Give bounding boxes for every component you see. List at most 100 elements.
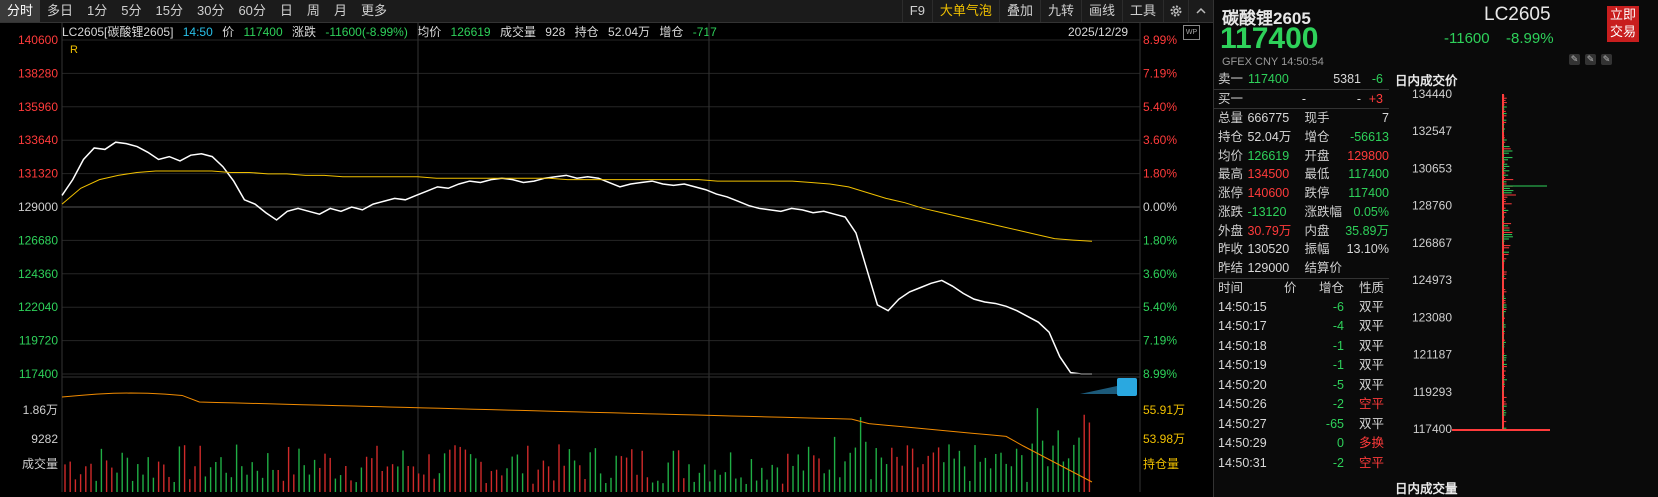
stat-key: 振幅 bbox=[1304, 242, 1330, 257]
stat-key: 增仓 bbox=[1304, 130, 1330, 145]
tick-oi-change: -4 bbox=[1332, 319, 1344, 334]
bubble-tail-icon bbox=[1080, 386, 1117, 394]
pct-tick-label: 3.60% bbox=[1143, 267, 1177, 281]
tick-header-price: 价 bbox=[1284, 280, 1297, 295]
tick-time: 14:50:19 bbox=[1218, 358, 1267, 373]
tick-header-time: 时间 bbox=[1218, 280, 1244, 295]
stat-key: 涨停 bbox=[1218, 186, 1244, 201]
tick-row: 14:50:26 -2 空平 bbox=[1214, 395, 1389, 415]
draw-line-button[interactable]: 画线 bbox=[1080, 0, 1122, 22]
period-tab-4[interactable]: 15分 bbox=[155, 3, 183, 18]
stat-key: 最低 bbox=[1304, 167, 1330, 182]
price-label: 价 bbox=[222, 25, 235, 39]
tool-menu: F9 大单气泡 叠加 九转 画线 工具 bbox=[901, 0, 1213, 22]
tick-time: 14:50:27 bbox=[1218, 416, 1267, 431]
menu-icon[interactable]: ✎ bbox=[1601, 54, 1612, 65]
change-value: -11600(-8.99%) bbox=[325, 25, 408, 39]
tick-time: 14:50:17 bbox=[1218, 319, 1267, 334]
tick-row: 14:50:31 -2 空平 bbox=[1214, 454, 1389, 474]
tick-nature: 双平 bbox=[1358, 416, 1384, 431]
stat-value: 666775 bbox=[1247, 111, 1290, 126]
ask-label: 卖一 bbox=[1218, 72, 1244, 86]
quote-table: 卖一 117400 5381 -6 买一 - - +3 总量 666775 现手 7 持… bbox=[1214, 70, 1389, 473]
stat-row: 总量 666775 现手 7 bbox=[1214, 109, 1389, 128]
stat-key: 昨收 bbox=[1218, 242, 1244, 257]
vp-price-label: 124973 bbox=[1412, 273, 1452, 287]
price-change: -11600 bbox=[1444, 30, 1490, 47]
pct-tick-label: 1.80% bbox=[1143, 233, 1177, 247]
tick-nature: 双平 bbox=[1358, 299, 1384, 314]
contract-name: 碳酸锂2605 bbox=[1222, 9, 1311, 28]
price-tick-label: 124360 bbox=[18, 267, 58, 281]
change-label: 涨跌 bbox=[291, 25, 316, 39]
pin-icon[interactable]: ✎ bbox=[1585, 54, 1596, 65]
chart-info-bar: LC2605[碳酸锂2605] 14:50 价 117400 涨跌 -11600… bbox=[62, 23, 1202, 41]
tick-nature: 双平 bbox=[1358, 338, 1384, 353]
tick-list[interactable]: 14:50:15 -6 双平 14:50:17 -4 双平 14:50:18 -1 双平 14:5… bbox=[1214, 298, 1389, 474]
period-tab-3[interactable]: 5分 bbox=[121, 3, 142, 18]
settings-gear-icon[interactable] bbox=[1163, 0, 1188, 22]
stat-value: 117400 bbox=[1348, 186, 1389, 201]
tick-row: 14:50:17 -4 双平 bbox=[1214, 317, 1389, 337]
price-tick-label: 122040 bbox=[18, 300, 58, 314]
price-value: 117400 bbox=[243, 25, 283, 39]
stat-key: 跌停 bbox=[1304, 186, 1330, 201]
panel-tools: ✎ ✎ ✎ bbox=[1569, 54, 1612, 65]
period-tab-10[interactable]: 更多 bbox=[360, 3, 387, 18]
contract-code: LC2605[碳酸锂2605] bbox=[62, 25, 174, 39]
stat-value: 13.10% bbox=[1346, 242, 1389, 257]
stat-row: 持仓 52.04万 增仓 -56613 bbox=[1214, 128, 1389, 147]
overlay-button[interactable]: 叠加 bbox=[998, 0, 1040, 22]
tick-oi-change: -2 bbox=[1332, 455, 1344, 470]
vp-price-label: 117400 bbox=[1413, 422, 1452, 436]
period-tab-5[interactable]: 30分 bbox=[196, 3, 225, 18]
big-order-bubble-button[interactable]: 大单气泡 bbox=[931, 0, 999, 22]
bid-row: 买一 - - +3 bbox=[1214, 88, 1389, 109]
volume-tick-label: 成交量 bbox=[22, 456, 58, 471]
export-icon[interactable]: WP bbox=[1183, 25, 1200, 40]
stat-row: 涨跌 -13120 涨跌幅 0.05% bbox=[1214, 203, 1389, 222]
oi-tick-label: 持仓量 bbox=[1143, 456, 1179, 471]
tick-nature: 双平 bbox=[1358, 319, 1384, 334]
period-tab-2[interactable]: 1分 bbox=[87, 3, 108, 18]
stat-key: 结算价 bbox=[1304, 260, 1342, 275]
period-tab-8[interactable]: 周 bbox=[306, 3, 320, 18]
period-tab-9[interactable]: 月 bbox=[333, 3, 347, 18]
intraday-chart[interactable]: 140600 8.99% 138280 7.19% 135960 5.40% 133640 3… bbox=[0, 22, 1213, 497]
stat-key: 涨跌幅 bbox=[1304, 204, 1342, 219]
chart-date: 2025/12/29 bbox=[1068, 25, 1129, 39]
last-price: 117400 bbox=[1220, 22, 1319, 55]
pct-tick-label: 5.40% bbox=[1143, 300, 1177, 314]
price-change-pct: -8.99% bbox=[1506, 30, 1554, 47]
tick-header-nature: 性质 bbox=[1358, 280, 1384, 295]
volume-profile-bottom-title: 日内成交量 bbox=[1395, 482, 1458, 496]
stat-key: 均价 bbox=[1218, 148, 1244, 163]
tools-button[interactable]: 工具 bbox=[1121, 0, 1163, 22]
period-tab-7[interactable]: 日 bbox=[279, 3, 293, 18]
trade-now-button[interactable]: 立即交易 bbox=[1607, 6, 1639, 42]
tick-time: 14:50:20 bbox=[1218, 377, 1267, 392]
period-tab-1[interactable]: 多日 bbox=[47, 3, 74, 18]
quote-panel: 碳酸锂2605 LC2605 117400 -11600 -8.99% 立即交易… bbox=[1213, 0, 1658, 497]
f9-button[interactable]: F9 bbox=[901, 0, 932, 22]
tick-header-oi: 增仓 bbox=[1318, 280, 1344, 295]
vp-price-label: 121187 bbox=[1413, 348, 1452, 362]
pct-tick-label: 3.60% bbox=[1143, 133, 1177, 147]
collapse-chevron-icon[interactable] bbox=[1188, 0, 1213, 22]
stat-key: 现手 bbox=[1304, 111, 1330, 126]
period-tab-0[interactable]: 分时 bbox=[0, 0, 41, 22]
tick-row: 14:50:15 -6 双平 bbox=[1214, 298, 1389, 318]
pct-tick-label: 7.19% bbox=[1143, 334, 1177, 348]
tick-nature: 双平 bbox=[1358, 358, 1384, 373]
edit-icon[interactable]: ✎ bbox=[1569, 54, 1580, 65]
period-tabs: 分时 多日 1分 5分 15分 30分 60分日周月更多 bbox=[0, 0, 394, 22]
pct-tick-label: 8.99% bbox=[1143, 367, 1177, 381]
nine-turn-button[interactable]: 九转 bbox=[1039, 0, 1081, 22]
tick-row: 14:50:20 -5 双平 bbox=[1214, 376, 1389, 396]
stat-value: -13120 bbox=[1247, 204, 1287, 219]
stat-key: 总量 bbox=[1218, 111, 1244, 126]
period-tab-6[interactable]: 60分 bbox=[238, 3, 266, 18]
pct-tick-label: 7.19% bbox=[1143, 66, 1177, 80]
stat-row: 昨收 130520 振幅 13.10% bbox=[1214, 240, 1389, 259]
tick-time: 14:50:31 bbox=[1218, 455, 1267, 470]
